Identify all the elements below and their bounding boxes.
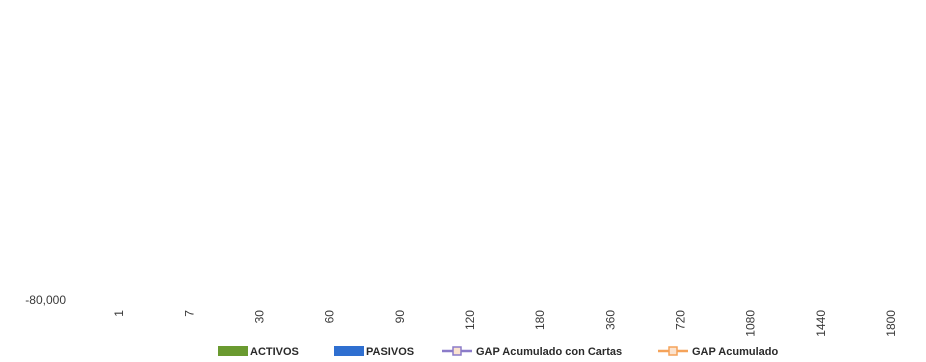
x-tick-label: 7: [182, 310, 196, 317]
x-tick-label: 720: [673, 310, 687, 330]
x-tick-label: 360: [603, 310, 617, 330]
legend-swatch-pasivos: [334, 346, 364, 356]
legend-swatch-marker-gap-acumulado: [668, 346, 678, 356]
x-tick-label: 1800: [884, 310, 898, 337]
x-tick-label: 180: [533, 310, 547, 330]
x-tick-label: 1080: [744, 310, 758, 337]
x-tick-label: 30: [252, 310, 266, 324]
x-tick-label: 120: [463, 310, 477, 330]
legend-label-gap-acumulado: GAP Acumulado: [692, 346, 778, 358]
legend-label-pasivos: PASIVOS: [366, 346, 414, 358]
legend: ACTIVOS PASIVOS GAP Acumulado con Cartas GA…: [218, 346, 778, 358]
x-tick-label: 90: [393, 310, 407, 324]
x-tick-label: 1: [112, 310, 126, 317]
x-tick-label: 1440: [814, 310, 828, 337]
legend-label-activos: ACTIVOS: [250, 346, 299, 358]
x-tick-label: 60: [323, 310, 337, 324]
legend-swatch-marker-gap-acumulado-con-cartas: [452, 346, 462, 356]
legend-label-gap-acumulado-con-cartas: GAP Acumulado con Cartas: [476, 346, 622, 358]
y-tick-label: -80,000: [25, 293, 66, 307]
x-axis: 1 7 30 60 90 120 180 360 720 1080 1440 1800: [112, 310, 898, 337]
legend-swatch-activos: [218, 346, 248, 356]
y-axis: -80,000-30,00020,00070,000120,000170,000: [25, 293, 66, 307]
